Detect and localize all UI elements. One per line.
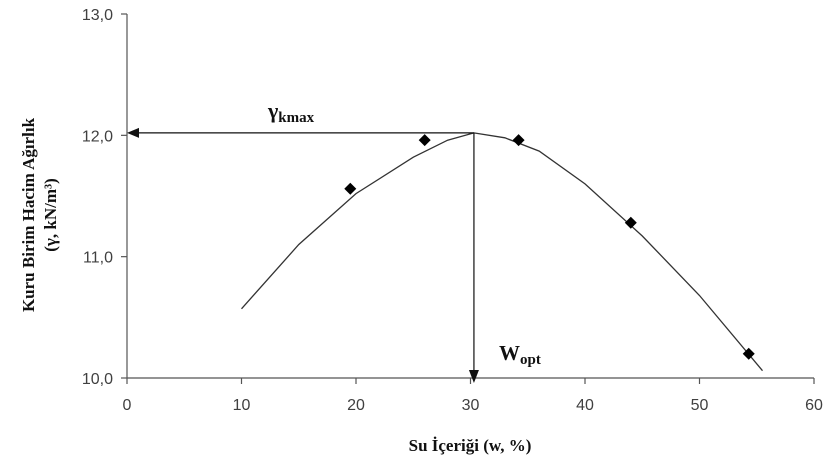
w-opt-arrowhead — [468, 370, 479, 383]
x-tick-label: 20 — [347, 397, 365, 414]
x-ticks: 0 10 20 30 40 50 60 — [123, 378, 823, 414]
gamma-kmax-arrow — [127, 127, 474, 138]
y-tick-label: 12,0 — [82, 128, 113, 145]
y-tick-label: 11,0 — [83, 250, 113, 267]
w-opt-main: W — [499, 341, 520, 365]
gamma-kmax-label: γkmax — [267, 98, 315, 126]
x-tick-label: 30 — [462, 397, 480, 414]
y-ticks: 10,0 11,0 12,0 13,0 — [82, 7, 127, 388]
x-tick-label: 40 — [576, 397, 594, 414]
data-point-marker — [742, 347, 755, 360]
w-opt-arrow — [468, 132, 479, 383]
x-tick-label: 60 — [805, 397, 823, 414]
data-point-marker — [624, 216, 637, 229]
y-tick-label: 10,0 — [82, 371, 113, 388]
y-axis-title-line1: Kuru Birim Hacim Ağırlık — [19, 117, 38, 312]
y-axis: 10,0 11,0 12,0 13,0 — [82, 7, 128, 388]
data-point-marker — [512, 134, 525, 147]
gamma-kmax-sub: kmax — [278, 110, 314, 126]
y-axis-title-line2: (γ, kN/m³) — [41, 178, 60, 252]
fit-curve — [241, 132, 763, 372]
data-point-marker — [418, 134, 431, 147]
y-axis-title: Kuru Birim Hacim Ağırlık (γ, kN/m³) — [19, 117, 60, 312]
y-tick-label: 13,0 — [82, 7, 113, 24]
x-axis: 0 10 20 30 40 50 60 — [123, 377, 823, 414]
data-markers — [344, 134, 755, 360]
data-point-marker — [344, 182, 357, 195]
x-tick-label: 50 — [691, 397, 709, 414]
w-opt-label: Wopt — [499, 341, 541, 368]
x-tick-label: 0 — [123, 397, 132, 414]
gamma-kmax-arrowhead — [127, 127, 139, 138]
x-tick-label: 10 — [233, 397, 251, 414]
x-axis-title: Su İçeriği (w, %) — [409, 436, 532, 455]
w-opt-sub: opt — [520, 352, 541, 368]
gamma-kmax-main: γ — [267, 98, 278, 123]
